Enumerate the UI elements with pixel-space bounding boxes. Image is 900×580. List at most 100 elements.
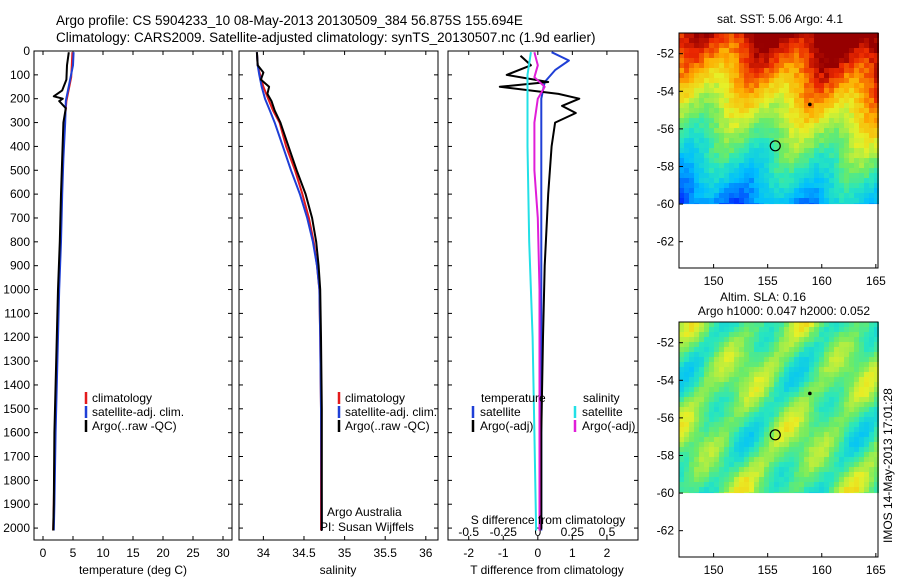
map-cell — [769, 402, 774, 407]
map-x-tick-label: 165 — [866, 274, 886, 288]
map-cell — [789, 482, 794, 487]
map-cell — [829, 58, 834, 63]
map-cell — [849, 98, 854, 103]
map-cell — [764, 452, 769, 457]
map-cell — [789, 412, 794, 417]
map-cell — [789, 427, 794, 432]
map-cell — [809, 347, 814, 352]
map-cell — [789, 417, 794, 422]
map-cell — [699, 43, 704, 48]
map-cell — [799, 482, 804, 487]
x-tick-label: 30 — [216, 546, 230, 560]
map-cell — [844, 103, 849, 108]
map-cell — [759, 367, 764, 372]
map-cell — [764, 432, 769, 437]
map-cell — [744, 327, 749, 332]
map-cell — [869, 362, 874, 367]
map-cell — [719, 123, 724, 128]
map-cell — [864, 98, 869, 103]
map-cell — [834, 432, 839, 437]
map-cell — [679, 123, 684, 128]
map-cell — [849, 88, 854, 93]
map-cell — [709, 123, 714, 128]
map-cell — [734, 63, 739, 68]
map-cell — [749, 352, 754, 357]
map-cell — [789, 327, 794, 332]
map-cell — [784, 417, 789, 422]
map-cell — [874, 362, 879, 367]
map-cell — [694, 203, 699, 205]
map-cell — [684, 422, 689, 427]
map-cell — [799, 392, 804, 397]
map-cell — [704, 362, 709, 367]
map-cell — [789, 178, 794, 183]
map-cell — [839, 417, 844, 422]
map-cell — [714, 133, 719, 138]
map-cell — [854, 477, 859, 482]
map-cell — [769, 143, 774, 148]
sst-map-frame — [678, 32, 879, 269]
map-cell — [694, 108, 699, 113]
map-cell — [809, 372, 814, 377]
map-cell — [754, 38, 759, 43]
map-cell — [859, 173, 864, 178]
map-cell — [719, 68, 724, 73]
map-cell — [874, 98, 879, 103]
map-cell — [684, 168, 689, 173]
map-cell — [734, 103, 739, 108]
map-cell — [754, 48, 759, 53]
map-cell — [769, 437, 774, 442]
map-cell — [829, 198, 834, 203]
map-cell — [874, 138, 879, 143]
map-cell — [714, 332, 719, 337]
map-cell — [679, 367, 684, 372]
map-cell — [739, 43, 744, 48]
map-cell — [769, 118, 774, 123]
map-cell — [829, 387, 834, 392]
map-cell — [689, 178, 694, 183]
map-cell — [704, 153, 709, 158]
map-cell — [819, 78, 824, 83]
map-cell — [689, 362, 694, 367]
map-cell — [869, 402, 874, 407]
map-cell — [719, 482, 724, 487]
map-cell — [689, 113, 694, 118]
map-cell — [809, 422, 814, 427]
map-cell — [689, 437, 694, 442]
map-cell — [744, 173, 749, 178]
map-cell — [739, 322, 744, 327]
map-cell — [679, 397, 684, 402]
map-cell — [729, 477, 734, 482]
map-cell — [814, 88, 819, 93]
map-cell — [709, 183, 714, 188]
map-cell — [689, 457, 694, 462]
map-cell — [704, 38, 709, 43]
map-cell — [834, 387, 839, 392]
map-cell — [734, 347, 739, 352]
map-cell — [824, 93, 829, 98]
map-cell — [759, 437, 764, 442]
map-cell — [729, 462, 734, 467]
map-cell — [829, 103, 834, 108]
map-cell — [864, 457, 869, 462]
map-cell — [794, 33, 799, 38]
map-cell — [859, 123, 864, 128]
map-cell — [724, 442, 729, 447]
map-cell — [709, 158, 714, 163]
map-cell — [814, 332, 819, 337]
map-cell — [744, 53, 749, 58]
map-cell — [759, 337, 764, 342]
map-cell — [799, 58, 804, 63]
map-cell — [759, 193, 764, 198]
map-cell — [769, 153, 774, 158]
map-cell — [799, 148, 804, 153]
map-cell — [789, 168, 794, 173]
map-cell — [804, 407, 809, 412]
map-cell — [839, 168, 844, 173]
map-cell — [714, 83, 719, 88]
map-cell — [819, 447, 824, 452]
map-cell — [874, 387, 879, 392]
map-cell — [699, 58, 704, 63]
legend-label-climatology: climatology — [345, 391, 405, 405]
map-cell — [754, 153, 759, 158]
